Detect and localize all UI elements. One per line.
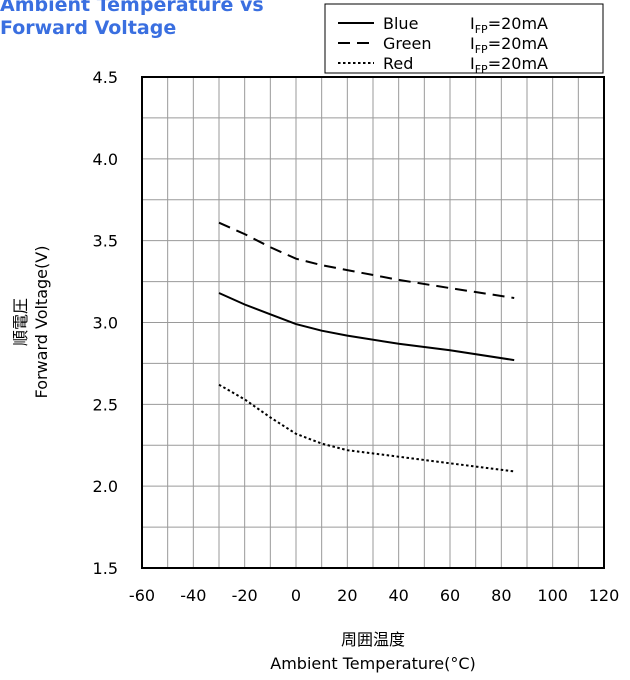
x-tick-label: -40 <box>180 586 206 605</box>
x-tick-label: -60 <box>129 586 155 605</box>
series-line-red <box>218 383 515 473</box>
x-tick-label: -20 <box>232 586 258 605</box>
x-tick-label: 60 <box>440 586 460 605</box>
y-tick-label: 3.5 <box>93 232 118 251</box>
series-group <box>218 221 515 473</box>
chart-title-line-2: Forward Voltage <box>0 17 177 39</box>
legend-label-green: Green <box>383 34 431 53</box>
chart-title: Ambient Temperature vs Forward Voltage <box>0 0 264 40</box>
chart-title-line-1: Ambient Temperature vs <box>0 0 264 16</box>
series-line-blue <box>218 292 515 362</box>
grid-lines <box>142 77 604 568</box>
x-tick-label: 20 <box>337 586 357 605</box>
x-tick-label: 100 <box>537 586 568 605</box>
y-axis-label-jp: 順電圧 <box>11 298 30 346</box>
plot-frame <box>141 76 605 569</box>
y-tick-label: 3.0 <box>93 314 118 333</box>
series-line-green <box>218 221 515 299</box>
y-axis-label: Forward Voltage(V) <box>32 246 51 399</box>
x-axis-label-jp: 周囲温度 <box>341 630 405 649</box>
x-tick-label: 40 <box>388 586 408 605</box>
y-tick-label: 4.5 <box>93 68 118 87</box>
legend-condition: IFP=20mA <box>470 54 548 76</box>
x-tick-label: 0 <box>291 586 301 605</box>
y-tick-label: 1.5 <box>93 559 118 578</box>
legend-label-red: Red <box>383 54 413 73</box>
y-tick-label: 2.0 <box>93 477 118 496</box>
y-tick-labels: 1.5 2.0 2.5 3.0 3.5 4.0 4.5 <box>93 68 118 578</box>
x-tick-labels: -60 -40 -20 0 20 40 60 80 100 120 <box>129 586 619 605</box>
legend-label-blue: Blue <box>383 14 418 33</box>
legend-condition: IFP=20mA <box>470 34 548 56</box>
legend-box <box>324 3 604 74</box>
legend-condition: IFP=20mA <box>470 14 548 36</box>
legend: Blue IFP=20mA Green IFP=20mA Red IFP=20mA <box>324 3 604 76</box>
x-tick-label: 80 <box>491 586 511 605</box>
x-axis-label: Ambient Temperature(°C) <box>270 654 475 673</box>
y-tick-label: 4.0 <box>93 150 118 169</box>
y-tick-label: 2.5 <box>93 395 118 414</box>
x-tick-label: 120 <box>589 586 620 605</box>
